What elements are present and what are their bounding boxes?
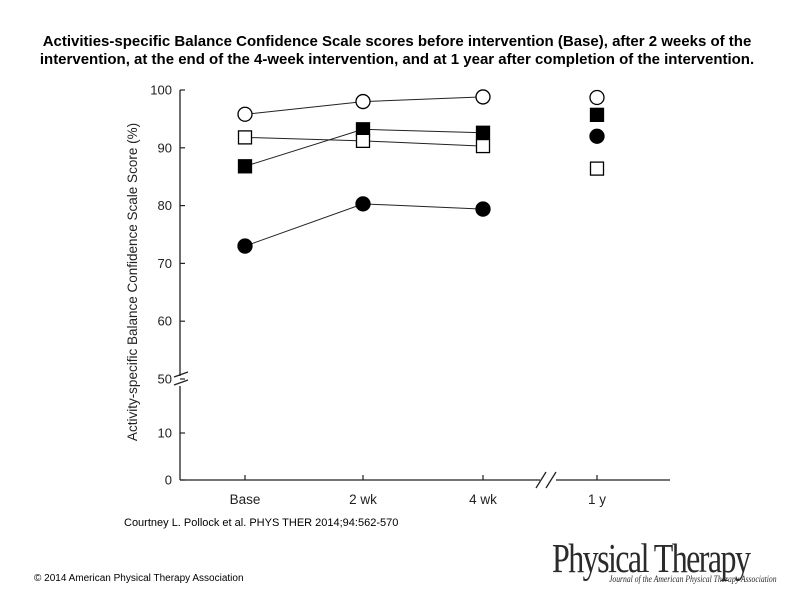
x-axis-break-mark xyxy=(535,471,547,489)
copyright: © 2014 American Physical Therapy Associa… xyxy=(34,573,244,584)
data-point-circle-filled xyxy=(589,128,605,144)
y-tick-label: 80 xyxy=(158,198,172,213)
data-point-square-open xyxy=(237,130,253,145)
x-tick-label: 2 wk xyxy=(349,492,377,507)
y-tick-label: 100 xyxy=(150,83,172,98)
series-markers xyxy=(237,89,605,254)
data-point-square-filled xyxy=(475,125,491,140)
journal-logo: Physical Therapy Journal of the American… xyxy=(552,538,782,588)
y-tick-label: 50 xyxy=(158,372,172,387)
x-tick-label: 4 wk xyxy=(469,492,497,507)
y-axis-break-mark xyxy=(173,379,189,386)
citation: Courtney L. Pollock et al. PHYS THER 201… xyxy=(124,517,399,529)
chart-axes xyxy=(173,89,670,489)
y-tick-label: 90 xyxy=(158,140,172,155)
logo-title: Physical Therapy xyxy=(552,535,751,581)
series-lines xyxy=(244,96,484,247)
y-tick-label: 70 xyxy=(158,256,172,271)
x-axis-break-mark xyxy=(545,471,557,489)
y-tick-label: 10 xyxy=(158,426,172,441)
data-point-square-filled xyxy=(237,159,253,174)
x-tick-label: 1 y xyxy=(588,492,606,507)
y-tick-label: 0 xyxy=(165,473,172,488)
data-point-square-filled xyxy=(589,107,605,123)
y-axis-label: Activity-specific Balance Confidence Sca… xyxy=(125,123,140,441)
data-point-square-open xyxy=(355,133,371,149)
data-point-circle-filled xyxy=(237,238,253,254)
data-point-circle-open xyxy=(355,93,371,110)
data-point-square-open xyxy=(589,161,605,176)
data-point-circle-open xyxy=(475,89,491,105)
slide-title: Activities-specific Balance Confidence S… xyxy=(39,33,755,68)
data-point-circle-filled xyxy=(355,196,371,212)
logo-subtitle: Journal of the American Physical Therapy… xyxy=(609,574,777,584)
y-tick-label: 60 xyxy=(158,314,172,329)
x-tick-labels: Base 2 wk 4 wk 1 y xyxy=(230,492,607,507)
data-point-square-open xyxy=(475,138,491,154)
data-point-circle-open xyxy=(237,106,253,122)
data-point-circle-open xyxy=(589,89,605,106)
data-point-circle-filled xyxy=(475,201,491,217)
x-tick-label: Base xyxy=(230,492,261,507)
y-axis-break-mark xyxy=(173,371,189,378)
